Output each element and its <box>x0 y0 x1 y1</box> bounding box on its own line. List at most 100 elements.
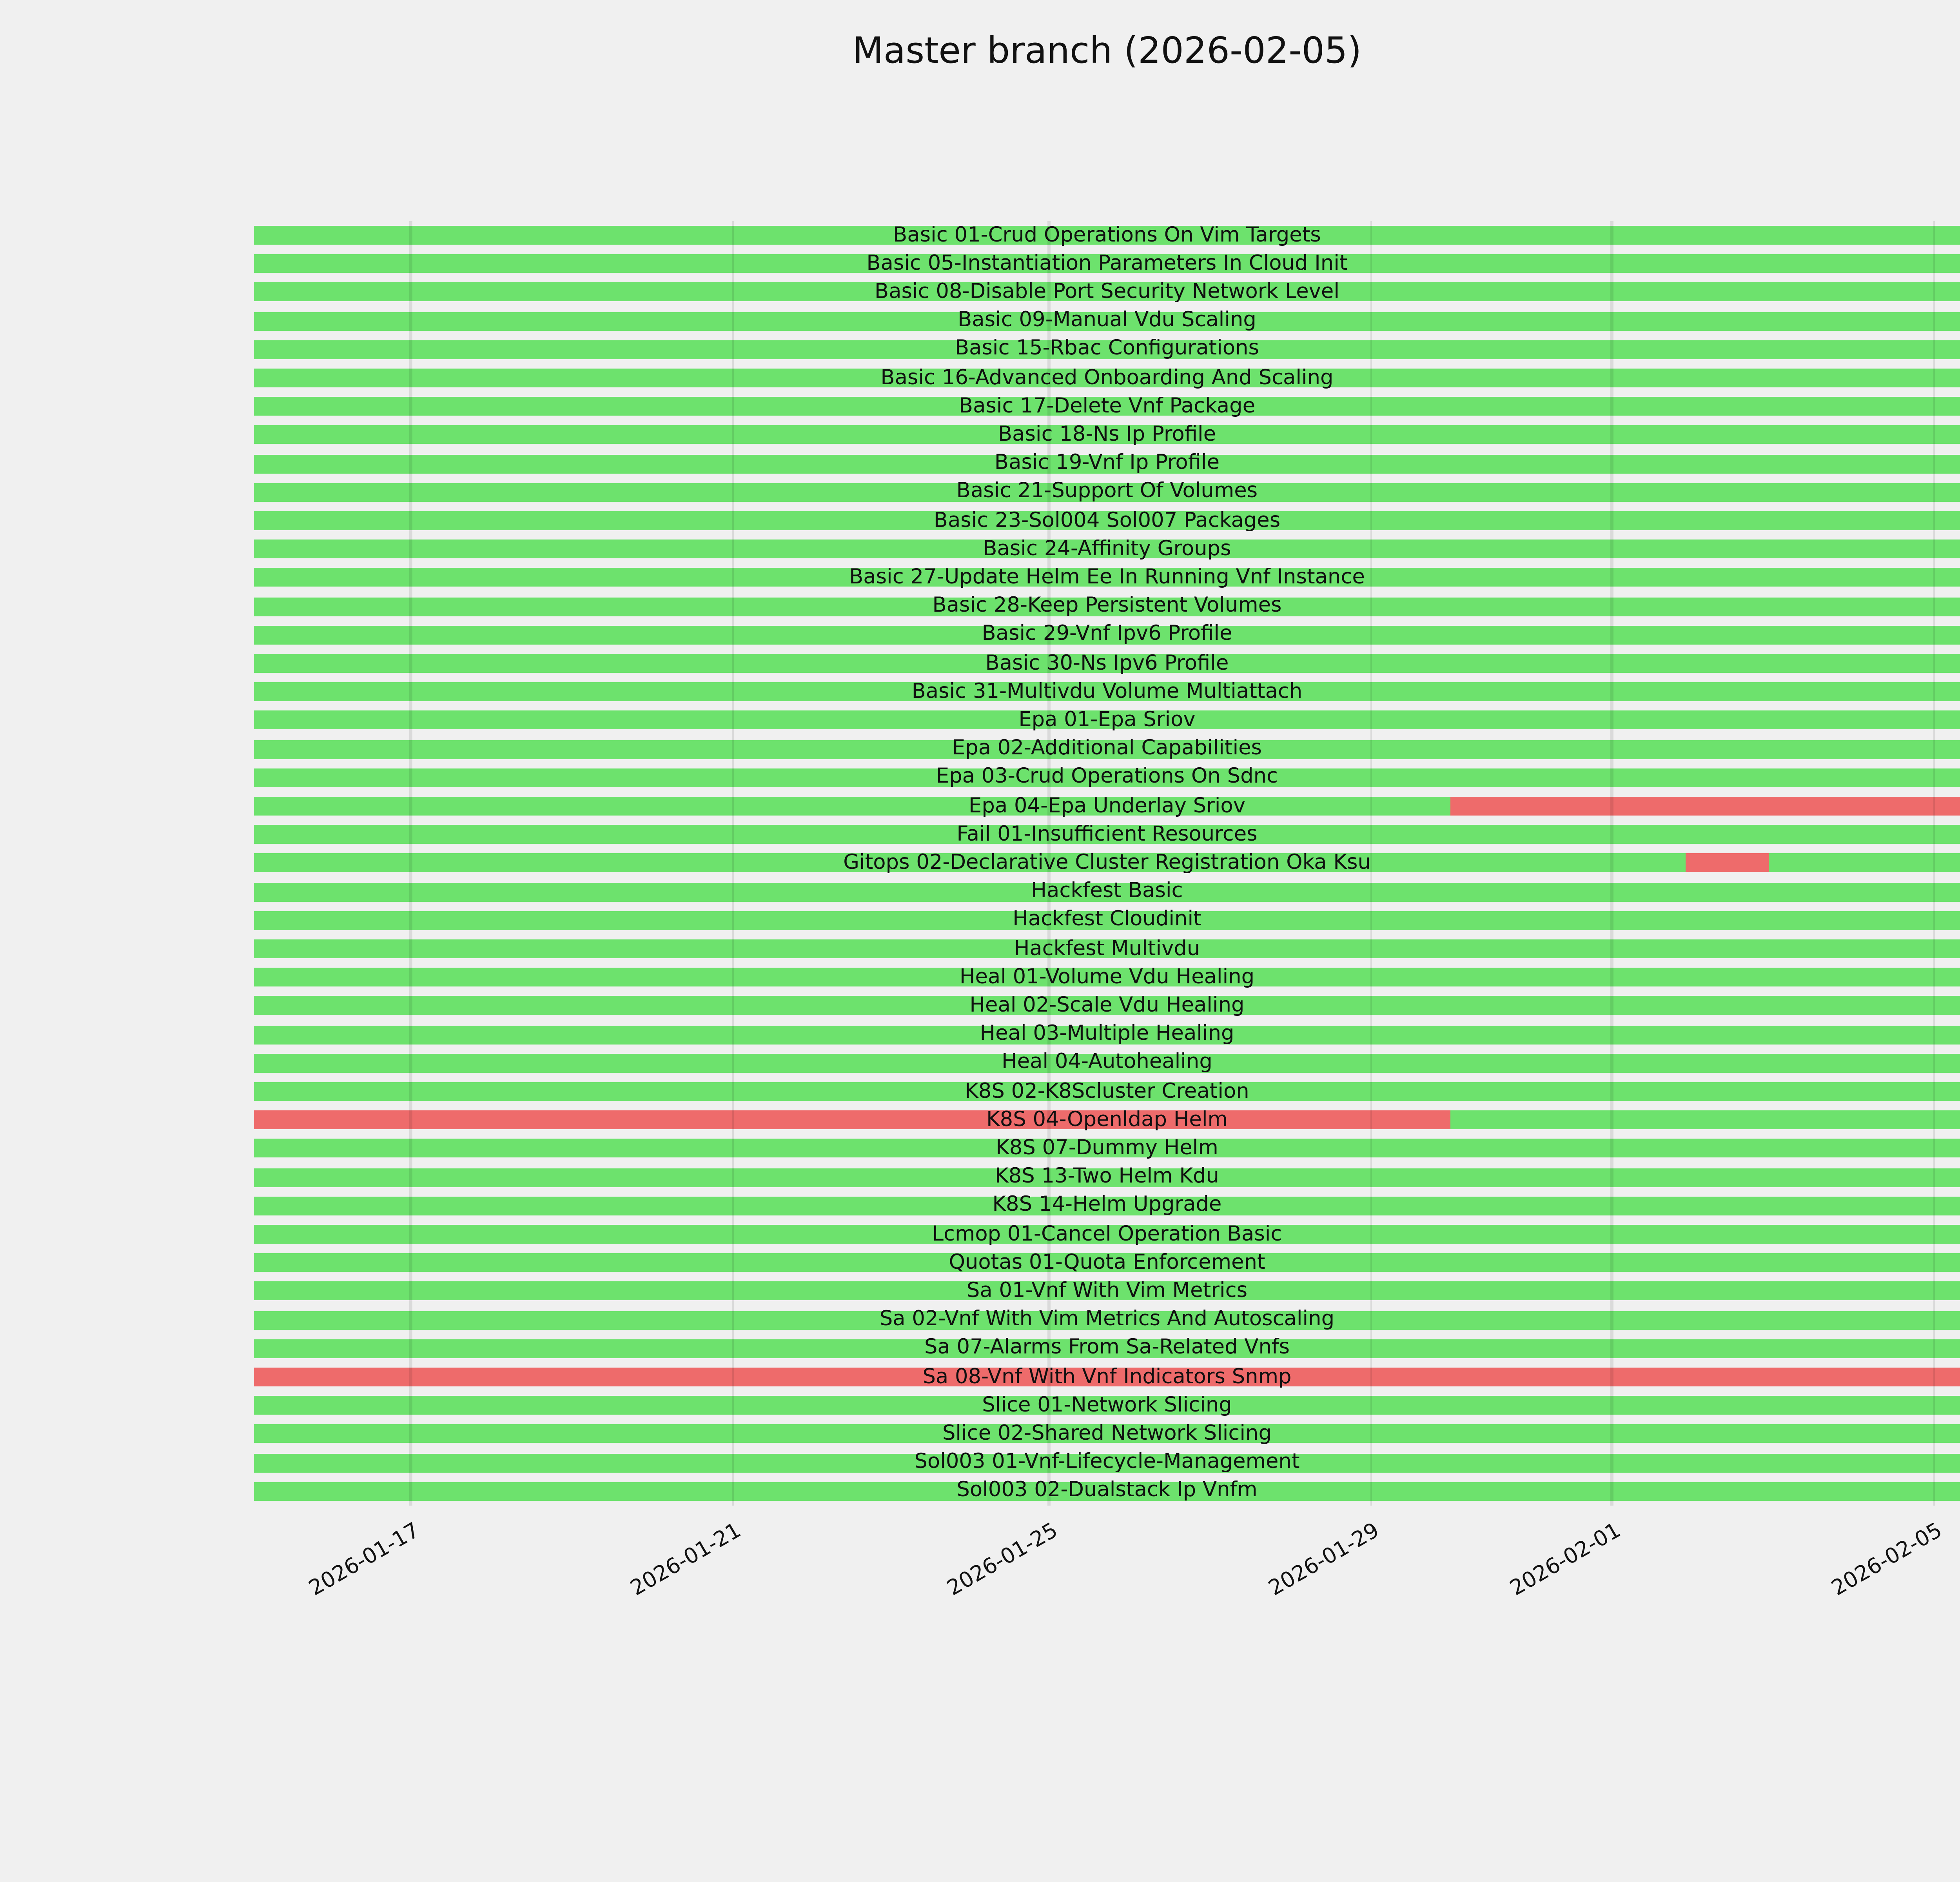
bar-track <box>254 1396 1960 1415</box>
bar-track <box>254 425 1960 445</box>
bar-track <box>254 226 1960 245</box>
bar-segment-pass <box>254 654 1960 673</box>
row-label: Basic 18-Ns Ip Profile <box>998 423 1216 447</box>
bar-track <box>254 654 1960 673</box>
chart-row: Sol003 02-Dualstack Ip Vnfm <box>254 1477 1960 1506</box>
row-label: Basic 08-Disable Port Security Network L… <box>875 280 1339 304</box>
bar-segment-pass <box>254 882 1960 901</box>
bar-track <box>254 540 1960 559</box>
row-label: Hackfest Cloudinit <box>1013 908 1201 932</box>
bar-segment-pass <box>254 625 1960 645</box>
chart-row: Basic 18-Ns Ip Profile <box>254 421 1960 450</box>
chart-row: Basic 31-Multivdu Volume Multiattach <box>254 678 1960 707</box>
row-label: K8S 02-K8Scluster Creation <box>965 1080 1249 1104</box>
row-label: Sa 07-Alarms From Sa-Related Vnfs <box>924 1337 1290 1361</box>
chart-row: Slice 02-Shared Network Slicing <box>254 1420 1960 1449</box>
row-label: Slice 02-Shared Network Slicing <box>942 1422 1272 1446</box>
bar-segment-pass <box>254 825 1960 845</box>
row-label: Gitops 02-Declarative Cluster Registrati… <box>843 851 1371 875</box>
chart-row: Fail 01-Insufficient Resources <box>254 821 1960 849</box>
bar-track <box>254 1482 1960 1501</box>
bar-track <box>254 1225 1960 1244</box>
bar-segment-pass <box>254 768 1960 787</box>
row-label: Basic 23-Sol004 Sol007 Packages <box>933 509 1281 533</box>
row-label: Epa 02-Additional Capabilities <box>952 737 1262 761</box>
chart-row: Basic 09-Manual Vdu Scaling <box>254 307 1960 335</box>
row-label: Basic 01-Crud Operations On Vim Targets <box>893 223 1321 247</box>
row-label: Hackfest Basic <box>1031 880 1183 904</box>
bar-segment-pass <box>254 1168 1960 1187</box>
x-tick-label: 2026-01-25 <box>942 1518 1062 1602</box>
row-label: Slice 01-Network Slicing <box>982 1394 1232 1418</box>
chart-row: Basic 23-Sol004 Sol007 Packages <box>254 507 1960 535</box>
row-label: Basic 19-Vnf Ip Profile <box>994 452 1220 476</box>
chart-row: Basic 30-Ns Ipv6 Profile <box>254 649 1960 678</box>
chart-row: Epa 02-Additional Capabilities <box>254 735 1960 763</box>
bar-segment-pass <box>1769 854 1960 873</box>
bar-segment-pass <box>254 1282 1960 1301</box>
chart-row: Sa 02-Vnf With Vim Metrics And Autoscali… <box>254 1306 1960 1334</box>
bar-track <box>254 882 1960 901</box>
chart-row: Heal 02-Scale Vdu Healing <box>254 992 1960 1021</box>
bar-track <box>254 454 1960 473</box>
chart-row: K8S 14-Helm Upgrade <box>254 1192 1960 1220</box>
chart-row: Hackfest Basic <box>254 877 1960 906</box>
plot-area: Basic 01-Crud Operations On Vim Targets B… <box>254 221 1960 1506</box>
bar-segment-pass <box>254 540 1960 559</box>
bar-segment-pass <box>254 1139 1960 1158</box>
bar-track <box>254 1339 1960 1358</box>
chart-row: Epa 03-Crud Operations On Sdnc <box>254 763 1960 792</box>
gridline <box>1933 221 1936 1506</box>
row-label: Sa 02-Vnf With Vim Metrics And Autoscali… <box>879 1308 1335 1332</box>
chart-row: Basic 24-Affinity Groups <box>254 535 1960 564</box>
row-label: Basic 31-Multivdu Volume Multiattach <box>911 680 1303 704</box>
bar-track <box>254 340 1960 359</box>
bar-track <box>254 1253 1960 1273</box>
chart-row: Sa 01-Vnf With Vim Metrics <box>254 1277 1960 1306</box>
row-label: Heal 04-Autohealing <box>1002 1051 1212 1075</box>
bar-segment-pass <box>254 739 1960 759</box>
bar-track <box>254 1310 1960 1330</box>
x-tick-label: 2026-02-01 <box>1505 1518 1625 1602</box>
gridline <box>1048 221 1050 1506</box>
bar-track <box>254 711 1960 730</box>
chart-row: Gitops 02-Declarative Cluster Registrati… <box>254 849 1960 878</box>
x-tick-label: 2026-01-17 <box>304 1518 424 1602</box>
bar-track <box>254 1168 1960 1187</box>
chart-row: Basic 27-Update Helm Ee In Running Vnf I… <box>254 564 1960 592</box>
bar-segment-pass <box>254 369 1960 388</box>
row-label: Basic 28-Keep Persistent Volumes <box>932 594 1282 618</box>
chart-row: Hackfest Cloudinit <box>254 906 1960 935</box>
row-label: Basic 29-Vnf Ipv6 Profile <box>982 623 1232 647</box>
bar-segment-pass <box>254 311 1960 331</box>
bar-segment-fail <box>1685 854 1769 873</box>
row-label: Basic 09-Manual Vdu Scaling <box>958 309 1256 333</box>
row-label: Heal 03-Multiple Healing <box>980 1023 1234 1046</box>
row-label: Basic 30-Ns Ipv6 Profile <box>985 652 1229 676</box>
chart-row: Lcmop 01-Cancel Operation Basic <box>254 1220 1960 1249</box>
bar-track <box>254 939 1960 959</box>
chart-row: Basic 17-Delete Vnf Package <box>254 392 1960 421</box>
row-label: Heal 02-Scale Vdu Healing <box>969 994 1245 1018</box>
chart-row: Sa 08-Vnf With Vnf Indicators Snmp <box>254 1363 1960 1392</box>
chart-row: K8S 13-Two Helm Kdu <box>254 1163 1960 1192</box>
bar-segment-pass <box>254 711 1960 730</box>
bar-track <box>254 283 1960 302</box>
row-label: Basic 24-Affinity Groups <box>983 538 1231 561</box>
chart-row: Sa 07-Alarms From Sa-Related Vnfs <box>254 1334 1960 1363</box>
bar-segment-pass <box>254 1424 1960 1444</box>
bar-segment-pass <box>254 939 1960 959</box>
bar-segment-pass <box>254 1453 1960 1472</box>
chart-row: K8S 07-Dummy Helm <box>254 1135 1960 1163</box>
row-label: Sa 08-Vnf With Vnf Indicators Snmp <box>922 1365 1292 1389</box>
row-label: Hackfest Multivdu <box>1014 937 1200 961</box>
x-tick-label: 2026-02-05 <box>1828 1518 1947 1602</box>
bar-track <box>254 483 1960 502</box>
chart-row: Epa 04-Epa Underlay Sriov <box>254 792 1960 821</box>
row-label: Basic 05-Instantiation Parameters In Clo… <box>866 252 1348 276</box>
chart-row: K8S 02-K8Scluster Creation <box>254 1077 1960 1106</box>
bar-segment-pass <box>254 340 1960 359</box>
bar-segment-pass <box>254 996 1960 1015</box>
bar-segment-pass <box>254 568 1960 587</box>
chart-row: Heal 01-Volume Vdu Healing <box>254 963 1960 992</box>
